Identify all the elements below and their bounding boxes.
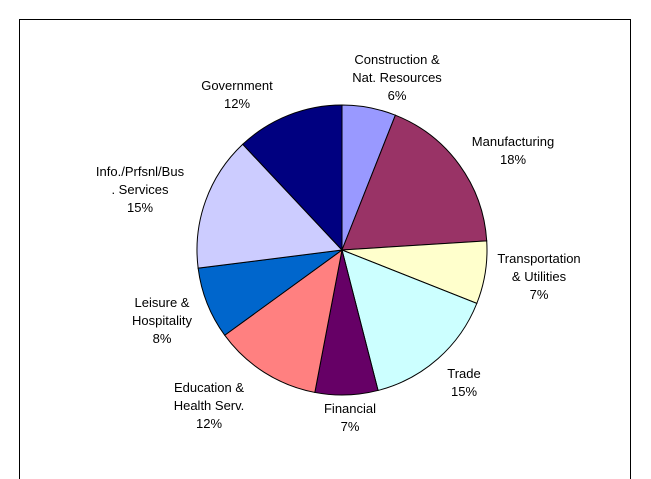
- slice-label: Leisure & Hospitality 8%: [132, 295, 192, 346]
- slice-label: Info./Prfsnl/Bus. Services 15%: [96, 164, 185, 215]
- slice-label: Government 12%: [201, 78, 273, 111]
- pie-slice: [341, 114, 488, 251]
- slice-label: Education & Health Serv. 12%: [174, 380, 245, 431]
- slice-label: Construction & Nat. Resources 6%: [352, 52, 442, 103]
- pie-slice: [196, 143, 344, 269]
- chart-frame: [19, 19, 631, 479]
- pie-slice: [242, 104, 343, 252]
- slice-label: Trade 15%: [447, 366, 480, 399]
- slice-label: Manufacturing 18%: [472, 134, 554, 167]
- slice-label: Transportation & Utilities 7%: [497, 251, 580, 302]
- slice-label: Financial 7%: [324, 401, 376, 434]
- pie-slice: [341, 249, 478, 392]
- pie-slice: [223, 248, 343, 394]
